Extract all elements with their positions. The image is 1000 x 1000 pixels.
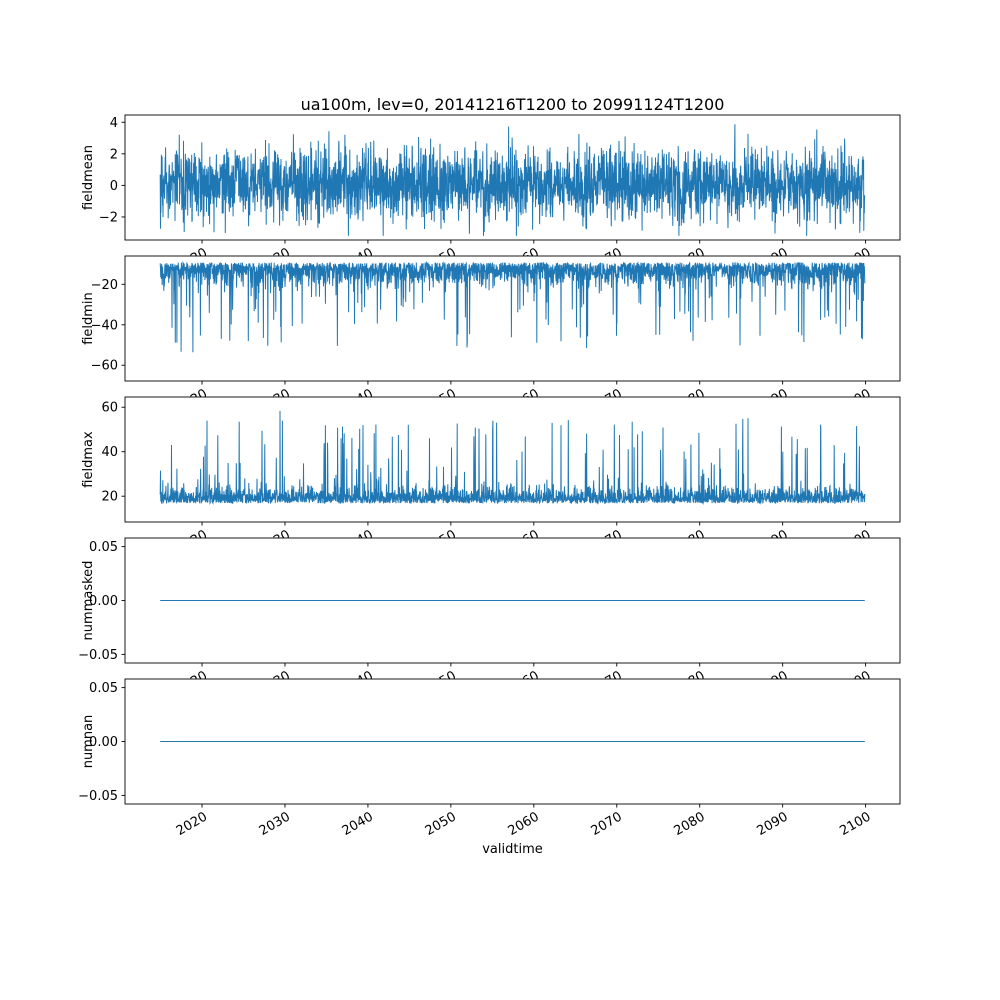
y-tick-label: 0.00 xyxy=(89,594,118,609)
x-tick-label: 2090 xyxy=(754,809,790,839)
y-tick-label: 0.00 xyxy=(89,735,118,750)
y-tick-label: −40 xyxy=(91,318,118,333)
x-tick-label: 2040 xyxy=(340,809,376,839)
y-axis-label: fieldmin xyxy=(81,292,96,345)
series-line-fieldmin xyxy=(159,260,866,353)
y-tick-label: 60 xyxy=(101,401,118,416)
y-axis-label: numnan xyxy=(81,715,96,769)
y-tick-label: −60 xyxy=(91,359,118,374)
y-tick-label: 40 xyxy=(101,445,118,460)
subplot-fieldmin: −60−40−20fieldmin20202030204020502060207… xyxy=(81,255,901,416)
axes-background xyxy=(125,397,900,522)
chart-title: ua100m, lev=0, 20141216T1200 to 20991124… xyxy=(300,95,725,114)
series-line-fieldmean xyxy=(159,124,866,236)
x-tick-label: 2060 xyxy=(506,809,542,839)
y-tick-label: 20 xyxy=(101,490,118,505)
y-tick-label: −0.05 xyxy=(78,648,118,663)
y-tick-label: 2 xyxy=(110,147,118,162)
y-tick-label: 0.05 xyxy=(89,681,118,696)
y-axis-label: nummasked xyxy=(81,561,96,641)
subplot-numnan: −0.05 0.00 0.05 numnan 2020 2030 2040 2050 2060 2… xyxy=(78,678,901,839)
subplot-fieldmax: 204060fieldmax20202030204020502060207020… xyxy=(81,396,901,557)
series-line-fieldmax xyxy=(159,410,866,506)
y-tick-label: 0 xyxy=(110,179,118,194)
x-axis-label: validtime xyxy=(482,842,543,857)
axes-frame xyxy=(124,255,901,382)
x-tick-label: 2100 xyxy=(837,809,873,839)
x-tick-label: 2080 xyxy=(672,809,708,839)
y-tick-label: −0.05 xyxy=(78,789,118,804)
y-axis-label: fieldmax xyxy=(81,431,96,488)
axes-frame xyxy=(124,114,901,241)
y-tick-label: 0.05 xyxy=(89,540,118,555)
axes-frame xyxy=(124,396,901,523)
subplot-fieldmean: −2024fieldmean20202030204020502060207020… xyxy=(81,114,901,275)
subplot-nummasked: −0.050.000.05nummasked202020302040205020… xyxy=(78,537,901,698)
x-tick-label: 2050 xyxy=(423,809,459,839)
x-tick-label: 2030 xyxy=(257,809,293,839)
y-tick-label: −2 xyxy=(99,210,118,225)
y-tick-label: 4 xyxy=(110,116,118,131)
y-tick-label: −20 xyxy=(91,278,118,293)
x-tick-label: 2020 xyxy=(174,809,210,839)
x-tick-label: 2070 xyxy=(589,809,625,839)
y-axis-label: fieldmean xyxy=(81,145,96,210)
